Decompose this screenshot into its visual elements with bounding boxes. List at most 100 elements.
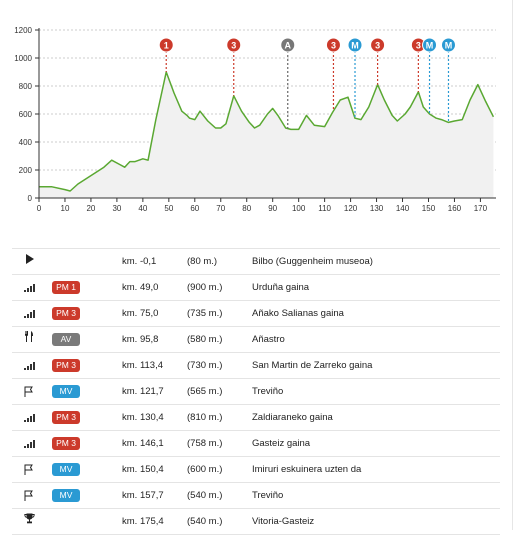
flag-icon bbox=[20, 483, 38, 508]
list-item: PM 3 km. 130,4 (810 m.) Zaldiaraneko gaina bbox=[12, 405, 500, 431]
marker-pin bbox=[325, 37, 341, 53]
category-badge: MV bbox=[52, 385, 80, 398]
altitude-value: (730 m.) bbox=[187, 360, 223, 371]
x-tick-label: 40 bbox=[138, 204, 147, 213]
food-icon bbox=[20, 327, 38, 352]
km-value: km. 150,4 bbox=[122, 464, 164, 475]
list-item: PM 3 km. 113,4 (730 m.) San Martin de Zarre… bbox=[12, 353, 500, 379]
marker-pin bbox=[226, 37, 242, 53]
climb-icon bbox=[20, 431, 38, 456]
km-value: km. 75,0 bbox=[122, 308, 159, 319]
category-badge: PM 1 bbox=[52, 281, 80, 294]
marker-label: M bbox=[426, 41, 434, 51]
play-icon bbox=[20, 249, 38, 274]
x-tick-label: 130 bbox=[370, 204, 384, 213]
km-value: km. 113,4 bbox=[122, 360, 164, 371]
y-tick-label: 800 bbox=[19, 82, 33, 91]
x-tick-label: 140 bbox=[396, 204, 410, 213]
climb-icon bbox=[20, 275, 38, 300]
x-tick-label: 50 bbox=[164, 204, 173, 213]
category-badge: PM 3 bbox=[52, 307, 80, 320]
point-name: San Martin de Zarreko gaina bbox=[252, 360, 373, 371]
y-tick-label: 400 bbox=[19, 138, 33, 147]
km-value: km. 95,8 bbox=[122, 334, 159, 345]
km-value: km. 130,4 bbox=[122, 412, 164, 423]
y-tick-label: 1200 bbox=[14, 26, 32, 35]
x-tick-label: 10 bbox=[61, 204, 70, 213]
x-tick-label: 80 bbox=[242, 204, 251, 213]
altitude-value: (810 m.) bbox=[187, 412, 223, 423]
x-tick-label: 150 bbox=[422, 204, 436, 213]
marker-pin bbox=[422, 37, 438, 53]
category-badge: PM 3 bbox=[52, 359, 80, 372]
category-badge: PM 3 bbox=[52, 437, 80, 450]
marker-label: A bbox=[285, 41, 292, 51]
point-name: Añako Salianas gaina bbox=[252, 308, 344, 319]
x-tick-label: 160 bbox=[448, 204, 462, 213]
x-tick-label: 60 bbox=[190, 204, 199, 213]
km-value: km. 121,7 bbox=[122, 386, 164, 397]
altitude-value: (540 m.) bbox=[187, 516, 223, 527]
point-name: Vitoria-Gasteiz bbox=[252, 516, 315, 527]
point-name: Bilbo (Guggenheim museoa) bbox=[252, 256, 373, 267]
marker-label: 3 bbox=[416, 41, 421, 51]
point-name: Añastro bbox=[252, 334, 285, 345]
climb-icon bbox=[20, 405, 38, 430]
climb-icon bbox=[20, 353, 38, 378]
km-value: km. 157,7 bbox=[122, 490, 164, 501]
marker-label: 3 bbox=[331, 41, 336, 51]
list-item: AV km. 95,8 (580 m.) Añastro bbox=[12, 327, 500, 353]
point-name: Urduña gaina bbox=[252, 282, 310, 293]
list-item: PM 1 km. 49,0 (900 m.) Urduña gaina bbox=[12, 275, 500, 301]
x-tick-label: 170 bbox=[474, 204, 488, 213]
marker-label: 1 bbox=[164, 41, 169, 51]
stage-points-list: km. -0,1 (80 m.) Bilbo (Guggenheim museoa)… bbox=[12, 248, 500, 535]
flag-icon bbox=[20, 457, 38, 482]
flag-icon bbox=[20, 379, 38, 404]
list-item: MV km. 121,7 (565 m.) Treviño bbox=[12, 379, 500, 405]
category-badge: MV bbox=[52, 463, 80, 476]
elevation-line bbox=[39, 71, 495, 192]
list-item: MV km. 157,7 (540 m.) Treviño bbox=[12, 483, 500, 509]
marker-label: 3 bbox=[375, 41, 380, 51]
marker-pin bbox=[280, 37, 296, 53]
altitude-value: (565 m.) bbox=[187, 386, 223, 397]
list-item: PM 3 km. 75,0 (735 m.) Añako Salianas gaina bbox=[12, 301, 500, 327]
altitude-value: (580 m.) bbox=[187, 334, 223, 345]
altitude-value: (758 m.) bbox=[187, 438, 223, 449]
trophy-icon bbox=[20, 509, 38, 534]
x-tick-label: 20 bbox=[86, 204, 95, 213]
point-name: Gasteiz gaina bbox=[252, 438, 311, 449]
x-tick-label: 90 bbox=[268, 204, 277, 213]
x-tick-label: 120 bbox=[344, 204, 358, 213]
list-item: PM 3 km. 146,1 (758 m.) Gasteiz gaina bbox=[12, 431, 500, 457]
marker-label: 3 bbox=[231, 41, 236, 51]
x-tick-label: 70 bbox=[216, 204, 225, 213]
y-tick-label: 200 bbox=[19, 166, 33, 175]
x-tick-label: 30 bbox=[112, 204, 121, 213]
altitude-value: (80 m.) bbox=[187, 256, 218, 267]
altitude-value: (735 m.) bbox=[187, 308, 223, 319]
altitude-value: (900 m.) bbox=[187, 282, 223, 293]
y-tick-label: 600 bbox=[19, 110, 33, 119]
x-tick-label: 110 bbox=[318, 204, 331, 213]
marker-pin bbox=[347, 37, 363, 53]
category-badge: AV bbox=[52, 333, 80, 346]
y-tick-label: 1000 bbox=[14, 54, 32, 63]
marker-pin bbox=[370, 37, 386, 53]
category-badge: PM 3 bbox=[52, 411, 80, 424]
divider bbox=[512, 0, 513, 530]
elevation-profile-chart: 0 200 400 600 800 1000 1200 0 10 20 30 40 50 60 70 80 90… bbox=[14, 26, 496, 213]
category-badge: MV bbox=[52, 489, 80, 502]
marker-pin bbox=[440, 37, 456, 53]
list-item: km. 175,4 (540 m.) Vitoria-Gasteiz bbox=[12, 509, 500, 535]
km-value: km. 49,0 bbox=[122, 282, 159, 293]
km-value: km. 175,4 bbox=[122, 516, 164, 527]
list-item: km. -0,1 (80 m.) Bilbo (Guggenheim museoa) bbox=[12, 248, 500, 275]
marker-pin bbox=[158, 37, 174, 53]
marker-label: M bbox=[351, 41, 359, 51]
x-tick-label: 100 bbox=[292, 204, 306, 213]
x-tick-label: 0 bbox=[37, 204, 42, 213]
point-name: Imiruri eskuinera uzten da bbox=[252, 464, 362, 475]
list-item: MV km. 150,4 (600 m.) Imiruri eskuinera uzt… bbox=[12, 457, 500, 483]
